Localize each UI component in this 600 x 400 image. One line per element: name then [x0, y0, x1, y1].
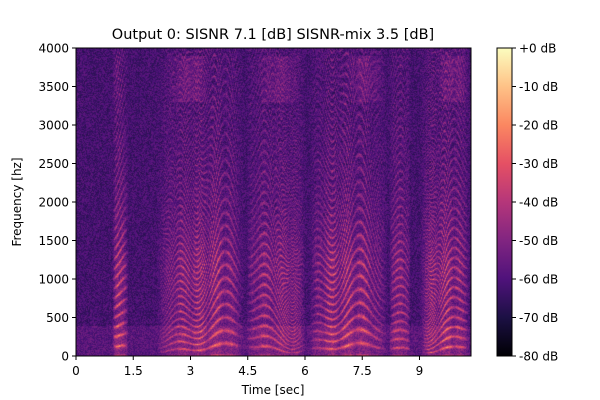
- x-tick-label: 6: [301, 364, 309, 378]
- colorbar-tick-label: -80 dB: [519, 350, 558, 364]
- y-tick-label: 1000: [38, 273, 69, 287]
- y-tick-label: 3000: [38, 119, 69, 133]
- x-tick-label: 7.5: [353, 364, 372, 378]
- x-tick-label: 4.5: [238, 364, 257, 378]
- y-tick-label: 1500: [38, 234, 69, 248]
- y-axis-ticks: 0 500 1000 1500 2000 2500 3000 3500 4000: [38, 42, 76, 364]
- colorbar-tick-label: -60 dB: [519, 273, 558, 287]
- y-tick-label: 500: [46, 311, 69, 325]
- colorbar: +0 dB -10 dB -20 dB -30 dB -40 dB -50 dB -60 d…: [496, 42, 558, 364]
- y-tick-label: 4000: [38, 42, 69, 56]
- spectrogram-plot: 0 1.5 3 4.5 6 7.5 9 0 500 1000 1500 2000 2500 3000 35…: [38, 42, 472, 378]
- colorbar-tick-label: +0 dB: [519, 42, 556, 56]
- x-tick-label: 9: [416, 364, 424, 378]
- x-axis-ticks: 0 1.5 3 4.5 6 7.5 9: [72, 356, 423, 378]
- colorbar-tick-label: -40 dB: [519, 196, 558, 210]
- y-tick-label: 2000: [38, 196, 69, 210]
- colorbar-tick-label: -20 dB: [519, 119, 558, 133]
- colorbar-tick-label: -70 dB: [519, 311, 558, 325]
- colorbar-tick-label: -30 dB: [519, 157, 558, 171]
- x-tick-label: 1.5: [124, 364, 143, 378]
- y-tick-label: 3500: [38, 80, 69, 94]
- y-tick-label: 0: [61, 350, 69, 364]
- colorbar-ticks: +0 dB -10 dB -20 dB -30 dB -40 dB -50 dB -60 d…: [512, 42, 558, 364]
- spectrogram-heatmap: [76, 48, 471, 356]
- x-tick-label: 3: [187, 364, 195, 378]
- chart-title: Output 0: SISNR 7.1 [dB] SISNR-mix 3.5 […: [112, 27, 434, 43]
- y-tick-label: 2500: [38, 157, 69, 171]
- colorbar-tick-label: -50 dB: [519, 234, 558, 248]
- colorbar-gradient: [497, 48, 512, 356]
- x-tick-label: 0: [72, 364, 80, 378]
- x-axis-label: Time [sec]: [241, 383, 305, 397]
- y-axis-label: Frequency [hz]: [10, 157, 24, 246]
- colorbar-tick-label: -10 dB: [519, 80, 558, 94]
